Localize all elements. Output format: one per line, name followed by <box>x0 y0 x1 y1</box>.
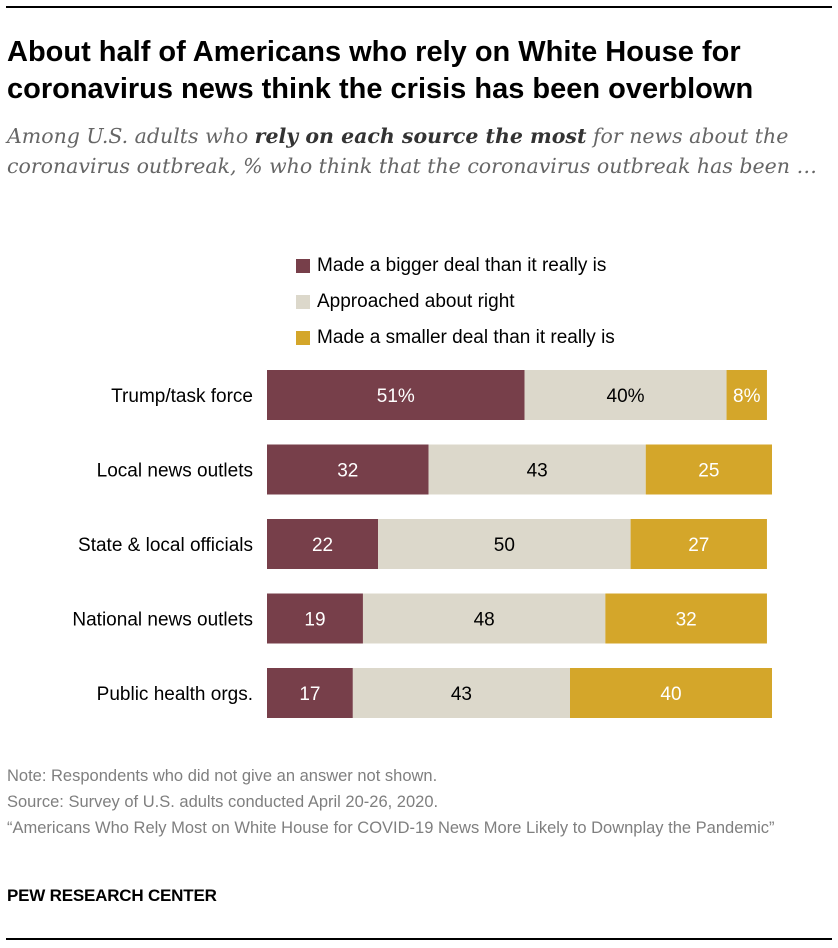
legend-item-right: Approached about right <box>296 284 615 320</box>
chart-subtitle: Among U.S. adults who rely on each sourc… <box>7 121 833 181</box>
legend-swatch-right <box>296 295 310 309</box>
bar-segment-right <box>428 444 646 495</box>
legend-label-right: Approached about right <box>317 291 515 312</box>
subtitle-post: for news about the coronavirus outbreak,… <box>7 124 817 178</box>
bar-segment-smaller <box>605 593 767 644</box>
data-label-smaller: 32 <box>676 610 697 631</box>
legend-label-smaller: Made a smaller deal than it really is <box>317 327 615 348</box>
bar-segment-bigger <box>267 370 525 420</box>
bottom-rule <box>6 938 832 940</box>
data-label-bigger: 32 <box>337 461 358 482</box>
bar-segment-smaller <box>630 519 767 569</box>
legend: Made a bigger deal than it really is App… <box>296 248 615 356</box>
bar-segment-right <box>378 519 631 569</box>
category-label: Local news outlets <box>97 461 253 482</box>
bar-segment-smaller <box>570 668 772 718</box>
data-label-bigger: 17 <box>299 684 320 705</box>
legend-swatch-bigger <box>296 259 310 273</box>
category-label: Trump/task force <box>111 386 253 407</box>
bar-segment-right <box>524 370 727 420</box>
bar-segment-bigger <box>267 444 429 495</box>
data-label-smaller: 25 <box>698 461 719 482</box>
bar-segment-right <box>352 668 570 718</box>
bar-segment-bigger <box>267 519 379 569</box>
data-label-bigger: 51% <box>377 386 415 407</box>
brand-logo-text: PEW RESEARCH CENTER <box>7 886 217 905</box>
source-text: Source: Survey of U.S. adults conducted … <box>7 793 439 811</box>
bar-segment-right <box>362 593 606 644</box>
category-label: State & local officials <box>78 535 253 556</box>
top-rule <box>6 6 832 8</box>
subtitle-pre: Among U.S. adults who <box>7 124 255 148</box>
data-label-right: 43 <box>527 461 548 482</box>
bar-segment-smaller <box>645 444 772 495</box>
data-label-smaller: 8% <box>733 386 761 407</box>
data-label-smaller: 40 <box>660 684 681 705</box>
note-text: Note: Respondents who did not give an an… <box>7 767 438 785</box>
category-label: National news outlets <box>72 610 253 631</box>
legend-label-bigger: Made a bigger deal than it really is <box>317 255 607 276</box>
data-label-bigger: 22 <box>312 535 333 556</box>
bar-segment-bigger <box>267 668 353 718</box>
report-text: “Americans Who Rely Most on White House … <box>7 819 775 837</box>
data-label-right: 43 <box>451 684 472 705</box>
bar-segment-smaller <box>726 370 767 420</box>
notes: Note: Respondents who did not give an an… <box>7 763 833 841</box>
bar-segment-bigger <box>267 593 363 644</box>
data-label-right: 50 <box>494 535 515 556</box>
data-label-smaller: 27 <box>688 535 709 556</box>
data-label-right: 48 <box>474 610 495 631</box>
legend-item-smaller: Made a smaller deal than it really is <box>296 320 615 356</box>
data-label-bigger: 19 <box>304 610 325 631</box>
subtitle-bold: rely on each source the most <box>254 124 587 148</box>
chart-title: About half of Americans who rely on Whit… <box>7 36 754 105</box>
legend-item-bigger: Made a bigger deal than it really is <box>296 248 615 284</box>
category-label: Public health orgs. <box>97 684 253 705</box>
data-label-right: 40% <box>607 386 645 407</box>
legend-swatch-smaller <box>296 331 310 345</box>
